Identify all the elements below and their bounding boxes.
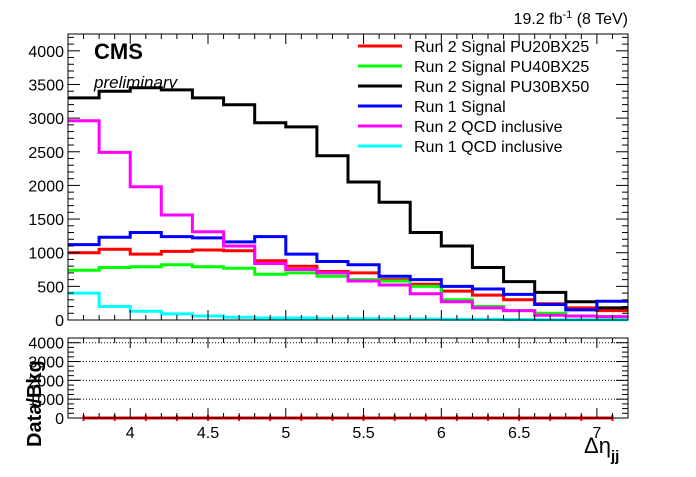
ratio-ylabel: Data/Bkg bbox=[24, 360, 46, 447]
status-label: preliminary bbox=[93, 73, 179, 92]
x-tick-label: 5 bbox=[281, 425, 290, 442]
main-y-tick-label: 2000 bbox=[28, 178, 64, 195]
series-line-4 bbox=[68, 119, 628, 319]
main-y-tick-label: 3500 bbox=[28, 77, 64, 94]
experiment-label: CMS bbox=[94, 39, 143, 64]
main-axes: 0 500 1000 1500 2000 2500 3000 3500 4000 bbox=[28, 34, 629, 330]
ratio-y-tick-label: 4000 bbox=[28, 336, 64, 353]
x-tick-label: 4.5 bbox=[197, 425, 219, 442]
main-y-tick-label: 1000 bbox=[28, 246, 64, 263]
ratio-y-tick-label: 0 bbox=[55, 411, 64, 428]
x-tick-label: 7 bbox=[592, 425, 601, 442]
main-y-tick-label: 2500 bbox=[28, 145, 64, 162]
legend-entry-0: Run 2 Signal PU20BX25 bbox=[414, 39, 589, 56]
main-y-tick-label: 3000 bbox=[28, 111, 64, 128]
legend-entry-2: Run 2 Signal PU30BX50 bbox=[414, 79, 589, 96]
ratio-y-tick-label: 1000 bbox=[28, 392, 64, 409]
lumi-label: 19.2 fb-1 (8 TeV) bbox=[514, 9, 628, 28]
ratio-y-tick-label: 3000 bbox=[28, 355, 64, 372]
main-y-tick-label: 0 bbox=[55, 313, 64, 330]
main-y-tick-label: 500 bbox=[37, 279, 64, 296]
x-tick-label: 6.5 bbox=[508, 425, 530, 442]
x-axis-title: Δηjj bbox=[584, 433, 619, 465]
x-tick-label: 6 bbox=[437, 425, 446, 442]
series-line-2 bbox=[68, 86, 628, 310]
legend: Run 2 Signal PU20BX25 Run 2 Signal PU40BX… bbox=[358, 39, 589, 156]
main-panel: 0 500 1000 1500 2000 2500 3000 3500 4000 CMS pre… bbox=[28, 33, 629, 330]
main-y-tick-label: 4000 bbox=[28, 44, 64, 61]
ratio-y-tick-label: 2000 bbox=[28, 373, 64, 390]
main-y-tick-label: 1500 bbox=[28, 212, 64, 229]
x-tick-label: 4 bbox=[126, 425, 135, 442]
legend-entry-4: Run 2 QCD inclusive bbox=[414, 119, 563, 136]
legend-entry-3: Run 1 Signal bbox=[414, 99, 506, 116]
legend-entry-1: Run 2 Signal PU40BX25 bbox=[414, 59, 589, 76]
series-line-3 bbox=[68, 231, 628, 312]
legend-entry-5: Run 1 QCD inclusive bbox=[414, 139, 563, 156]
x-tick-label: 5.5 bbox=[352, 425, 374, 442]
